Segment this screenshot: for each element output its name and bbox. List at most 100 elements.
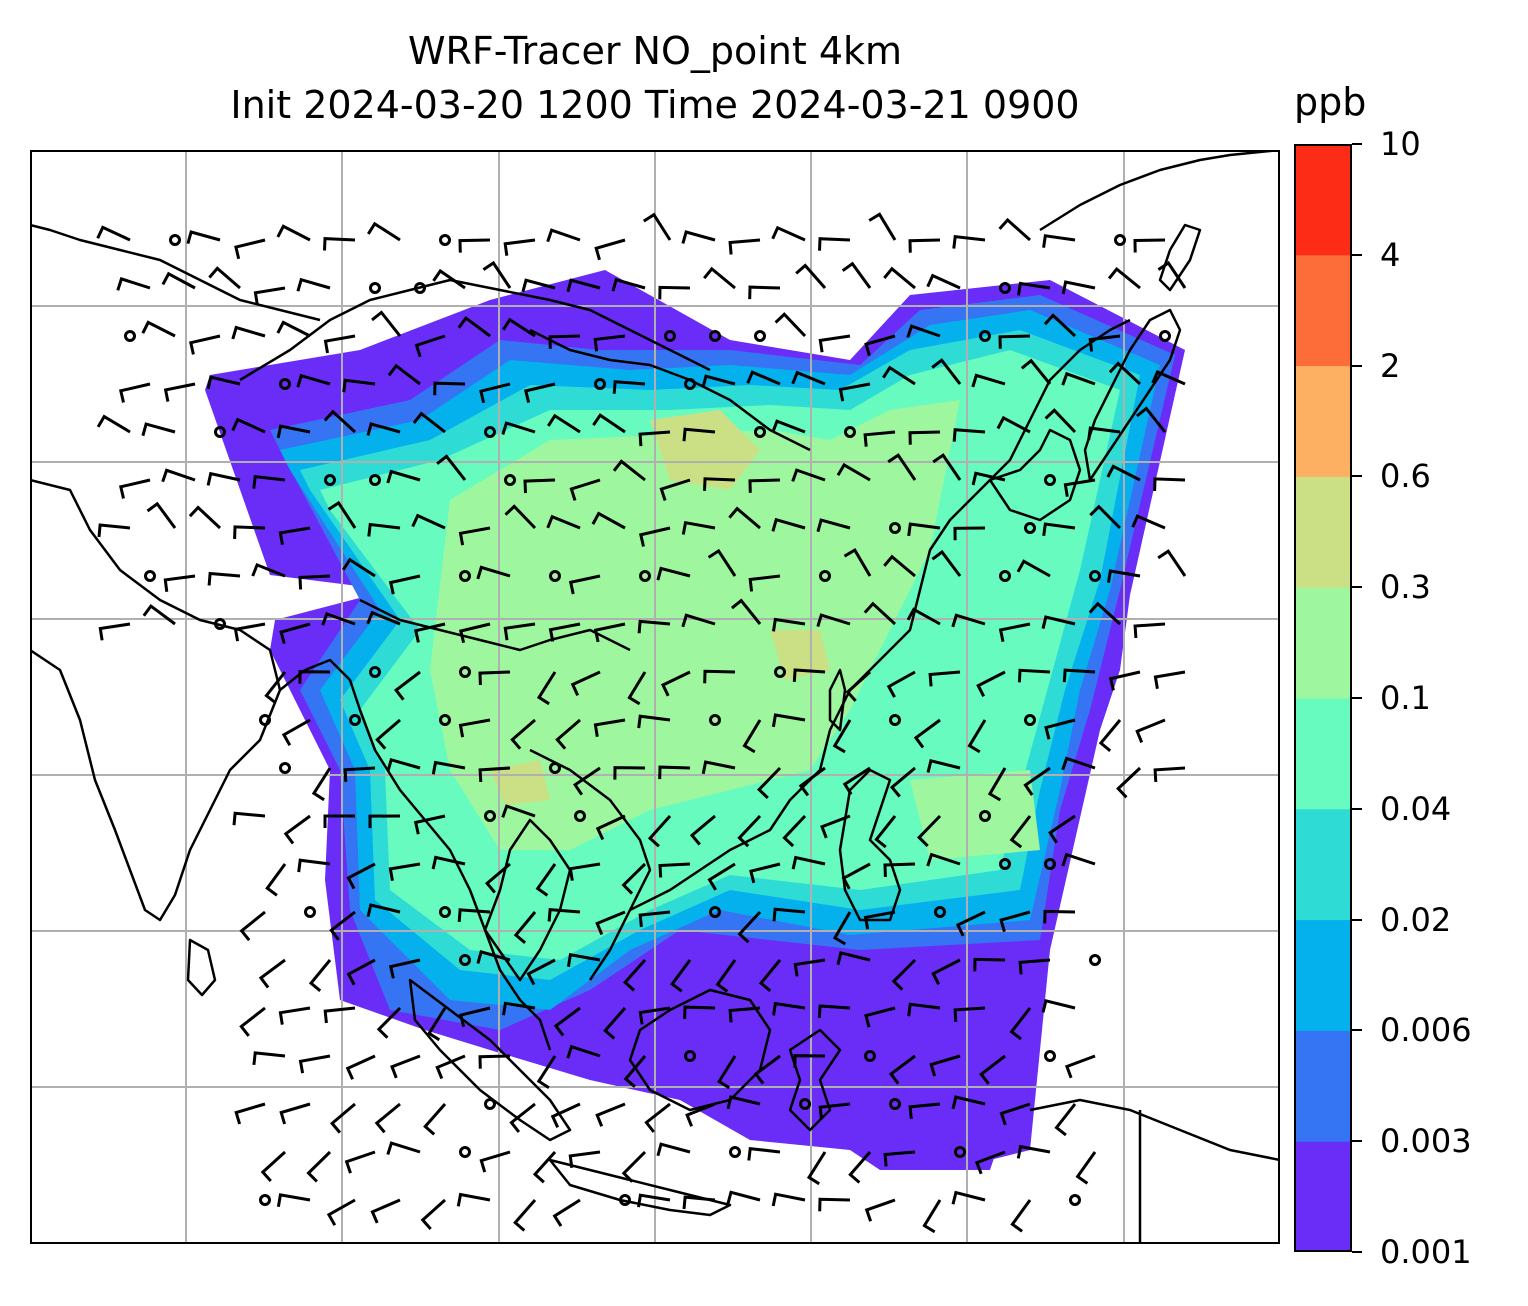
- wind-barb: [612, 459, 646, 482]
- wind-barb: [922, 1199, 942, 1234]
- colorbar-tick: [1352, 807, 1362, 810]
- colorbar-tick: [1352, 697, 1362, 699]
- wind-barb: [973, 957, 1006, 972]
- wind-barb: [278, 526, 311, 546]
- wind-barb: [308, 959, 332, 992]
- wind-barb: [864, 1198, 896, 1222]
- calm-wind-circle: [484, 1098, 496, 1110]
- wind-barb: [252, 1051, 286, 1066]
- wind-barb: [622, 959, 647, 992]
- wind-barb: [726, 1190, 761, 1205]
- wind-barb: [436, 454, 467, 481]
- wind-barb: [233, 622, 266, 642]
- calm-wind-circle: [259, 1194, 271, 1206]
- wind-barb: [523, 478, 556, 494]
- wind-barb: [276, 320, 311, 338]
- wind-barb: [772, 907, 806, 922]
- wind-barb: [239, 910, 266, 942]
- colorbar-tick: [1352, 253, 1362, 256]
- wind-barb: [998, 217, 1031, 242]
- wind-barb: [298, 574, 331, 590]
- wind-barb: [701, 374, 736, 389]
- calm-wind-circle: [369, 666, 381, 678]
- wind-barb: [817, 1004, 851, 1019]
- colorbar-tick: [1352, 143, 1362, 145]
- wind-barb: [189, 334, 221, 355]
- wind-barb: [411, 513, 446, 530]
- wind-barb: [907, 1002, 941, 1017]
- plume-level-5: [430, 400, 1040, 860]
- wind-barb: [952, 234, 986, 249]
- calm-wind-circle: [709, 330, 721, 342]
- wind-barb: [974, 1150, 1006, 1175]
- wind-barb: [793, 1054, 826, 1068]
- calm-wind-circle: [349, 714, 361, 726]
- wind-barb: [1041, 998, 1076, 1013]
- wind-barb: [979, 1054, 1006, 1085]
- wind-barb: [951, 613, 986, 628]
- wind-barb: [566, 278, 601, 293]
- wind-barb: [239, 1006, 266, 1037]
- colorbar-band-8: [1294, 254, 1352, 367]
- wind-barb: [1131, 514, 1166, 530]
- wind-barb: [504, 504, 537, 530]
- wind-barb: [343, 766, 376, 782]
- wind-barb: [953, 526, 986, 541]
- wind-barb: [344, 1150, 376, 1174]
- wind-barb: [568, 1150, 601, 1168]
- wind-barb: [638, 910, 671, 928]
- colorbar-tick-label: 0.003: [1380, 1122, 1472, 1161]
- wind-barb: [726, 1095, 761, 1110]
- wind-barb: [478, 766, 511, 782]
- wind-barb: [342, 557, 376, 578]
- wind-barb: [366, 422, 401, 436]
- wind-barb: [503, 238, 536, 256]
- calm-wind-circle: [889, 714, 901, 726]
- wind-barb: [523, 382, 556, 403]
- wind-barb: [141, 320, 176, 338]
- wind-barb: [1135, 406, 1167, 433]
- wind-barb: [868, 212, 897, 241]
- wind-barb: [883, 862, 916, 878]
- wind-barb: [546, 514, 581, 530]
- wind-barb: [1017, 281, 1051, 296]
- wind-barb: [433, 381, 466, 396]
- wind-barb: [658, 862, 691, 878]
- wind-barb: [569, 478, 601, 501]
- colorbar-tick: [1352, 1140, 1362, 1143]
- calm-wind-circle: [1044, 1050, 1056, 1062]
- wind-barb: [771, 225, 806, 242]
- wind-barb: [748, 574, 781, 592]
- wind-barb: [832, 719, 852, 754]
- wind-barb: [1061, 852, 1096, 867]
- wind-barb: [321, 611, 356, 626]
- calm-wind-circle: [1024, 522, 1036, 534]
- wind-barb: [806, 1151, 827, 1186]
- wind-barb: [346, 958, 376, 986]
- calm-wind-circle: [1024, 714, 1036, 726]
- wind-barb: [883, 266, 916, 290]
- wind-barb: [703, 477, 736, 491]
- colorbar-tick: [1352, 918, 1362, 921]
- calm-wind-circle: [1089, 570, 1101, 582]
- wind-barb: [366, 610, 401, 626]
- wind-barb: [435, 1054, 466, 1080]
- wind-barb: [458, 718, 491, 738]
- wind-barb: [841, 862, 871, 890]
- calm-wind-circle: [1089, 954, 1101, 966]
- wind-barb: [681, 613, 716, 628]
- wind-barb: [432, 268, 466, 290]
- wind-barb: [388, 958, 421, 979]
- wind-barb: [932, 453, 962, 481]
- colorbar-band-2: [1294, 919, 1352, 1031]
- calm-wind-circle: [439, 906, 451, 918]
- wind-barb: [423, 1103, 447, 1136]
- wind-barb: [478, 670, 511, 686]
- wind-barb: [728, 1006, 761, 1023]
- wind-barb: [1107, 266, 1141, 290]
- wind-barb: [908, 1102, 941, 1120]
- wind-barb: [234, 238, 266, 260]
- wind-barb: [484, 862, 511, 894]
- colorbar-tick-label: 0.3: [1380, 568, 1431, 607]
- calm-wind-circle: [214, 618, 226, 630]
